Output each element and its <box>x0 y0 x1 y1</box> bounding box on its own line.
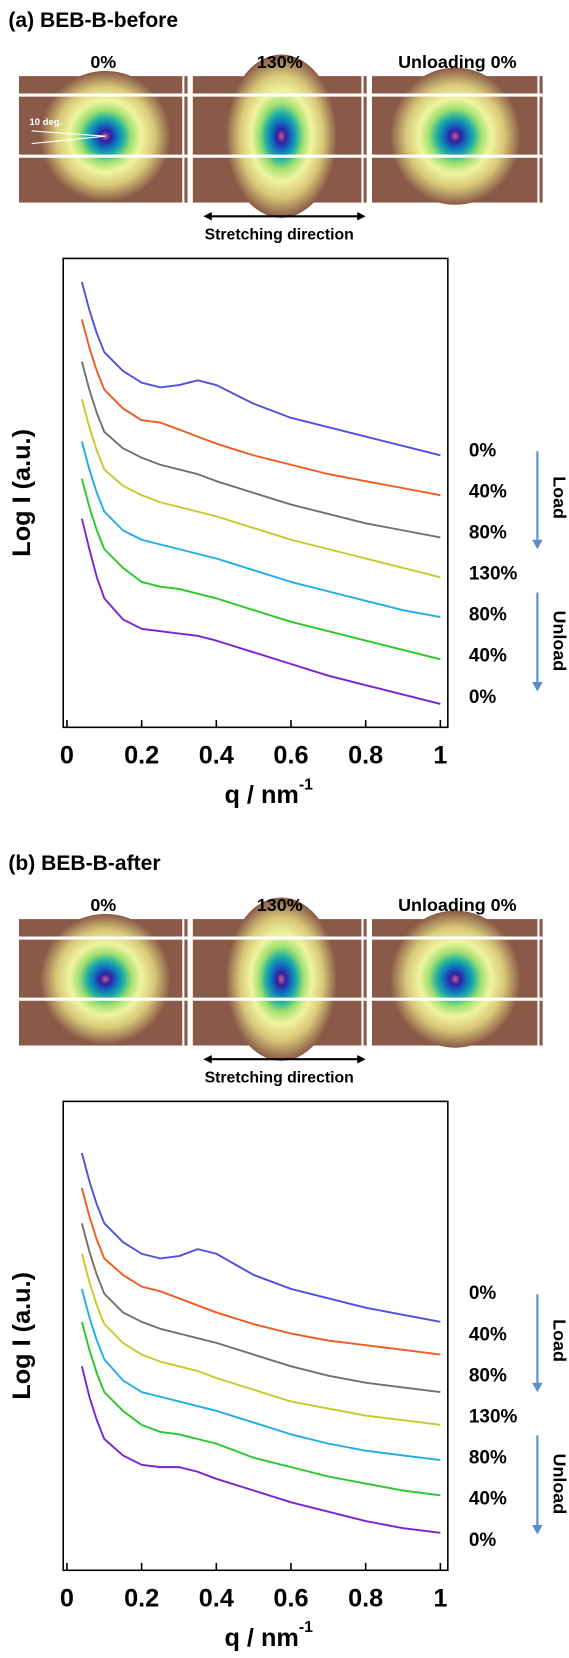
image-label: Unloading 0% <box>398 895 516 915</box>
series-line <box>80 1187 441 1356</box>
image-label: 0% <box>90 52 116 72</box>
series-label: 130% <box>469 564 518 585</box>
arrow-head <box>532 1382 543 1393</box>
series-label: 80% <box>469 522 507 543</box>
x-axis-label: q / nm-1 <box>224 1619 313 1651</box>
series-line <box>80 1321 441 1497</box>
arrow-head <box>532 539 543 550</box>
image-label: 0% <box>90 895 116 915</box>
x-tick-label: 0.4 <box>199 741 234 769</box>
group-label: Load <box>550 1319 569 1362</box>
x-tick-label: 0 <box>60 741 74 769</box>
series-label: 40% <box>469 646 507 667</box>
series-line <box>80 1152 441 1323</box>
series-label: 40% <box>469 1489 507 1510</box>
series-label: 40% <box>469 1324 507 1345</box>
x-tick-label: 0.2 <box>124 1584 159 1612</box>
series-label: 80% <box>469 1365 507 1386</box>
saxs-pattern <box>225 897 337 1061</box>
plot-frame <box>62 257 449 729</box>
series-line <box>80 1366 441 1534</box>
x-tick-label: 0.6 <box>273 741 308 769</box>
saxs-pattern <box>389 67 521 205</box>
series-line <box>80 281 441 457</box>
series-line <box>80 441 441 619</box>
series-line <box>80 1288 441 1462</box>
series-label: 0% <box>469 1283 497 1304</box>
series-label: 130% <box>469 1407 518 1428</box>
series-label: 80% <box>469 605 507 626</box>
series-line <box>80 319 441 497</box>
x-tick-label: 0 <box>60 1584 74 1612</box>
x-tick-label: 0.4 <box>199 1584 234 1612</box>
x-axis-label-main: q / nm <box>224 1623 298 1651</box>
series-line <box>80 478 441 661</box>
series-line <box>80 361 441 539</box>
y-axis-label: Log I (a.u.) <box>8 1272 36 1400</box>
direction-label: Stretching direction <box>205 1069 354 1086</box>
arrow-head <box>203 212 212 221</box>
saxs-pattern <box>225 54 337 218</box>
saxs-pattern <box>40 913 171 1045</box>
x-tick-label: 0.8 <box>348 741 383 769</box>
series-label: 0% <box>469 687 497 708</box>
x-axis-label-sup: -1 <box>299 776 313 793</box>
x-tick-label: 0.2 <box>124 741 159 769</box>
x-axis-label: q / nm-1 <box>224 776 313 808</box>
group-label: Unload <box>550 611 569 672</box>
image-label: 130% <box>257 52 303 72</box>
group-label: Unload <box>550 1454 569 1515</box>
arrow-head <box>357 212 366 221</box>
angle-line <box>31 135 106 145</box>
x-tick-label: 1 <box>433 1584 447 1612</box>
x-tick-label: 1 <box>433 741 447 769</box>
series-line <box>80 398 441 579</box>
x-axis-label-main: q / nm <box>224 780 298 808</box>
arrow-head <box>357 1055 366 1064</box>
x-tick-label: 0.6 <box>273 1584 308 1612</box>
series-line <box>80 518 441 705</box>
image-label: Unloading 0% <box>398 52 516 72</box>
y-axis-label: Log I (a.u.) <box>8 429 36 557</box>
angle-label: 10 deg. <box>30 117 63 128</box>
series-line <box>80 1253 441 1426</box>
group-label: Load <box>550 476 569 519</box>
series-label: 80% <box>469 1448 507 1469</box>
x-axis-label-sup: -1 <box>299 1619 313 1636</box>
panel-title: (b) BEB-B-after <box>8 852 160 875</box>
series-label: 0% <box>469 1530 497 1551</box>
series-line <box>80 1223 441 1394</box>
saxs-pattern <box>389 910 521 1048</box>
x-tick-label: 0.8 <box>348 1584 383 1612</box>
arrow-head <box>532 682 543 692</box>
angle-line <box>31 130 106 137</box>
image-label: 130% <box>257 895 303 915</box>
arrow-head <box>532 1524 543 1535</box>
direction-label: Stretching direction <box>205 226 354 243</box>
panel-title: (a) BEB-B-before <box>8 9 178 32</box>
series-label: 0% <box>469 440 497 461</box>
plot-frame <box>62 1100 449 1572</box>
arrow-head <box>203 1055 212 1064</box>
series-label: 40% <box>469 481 507 502</box>
